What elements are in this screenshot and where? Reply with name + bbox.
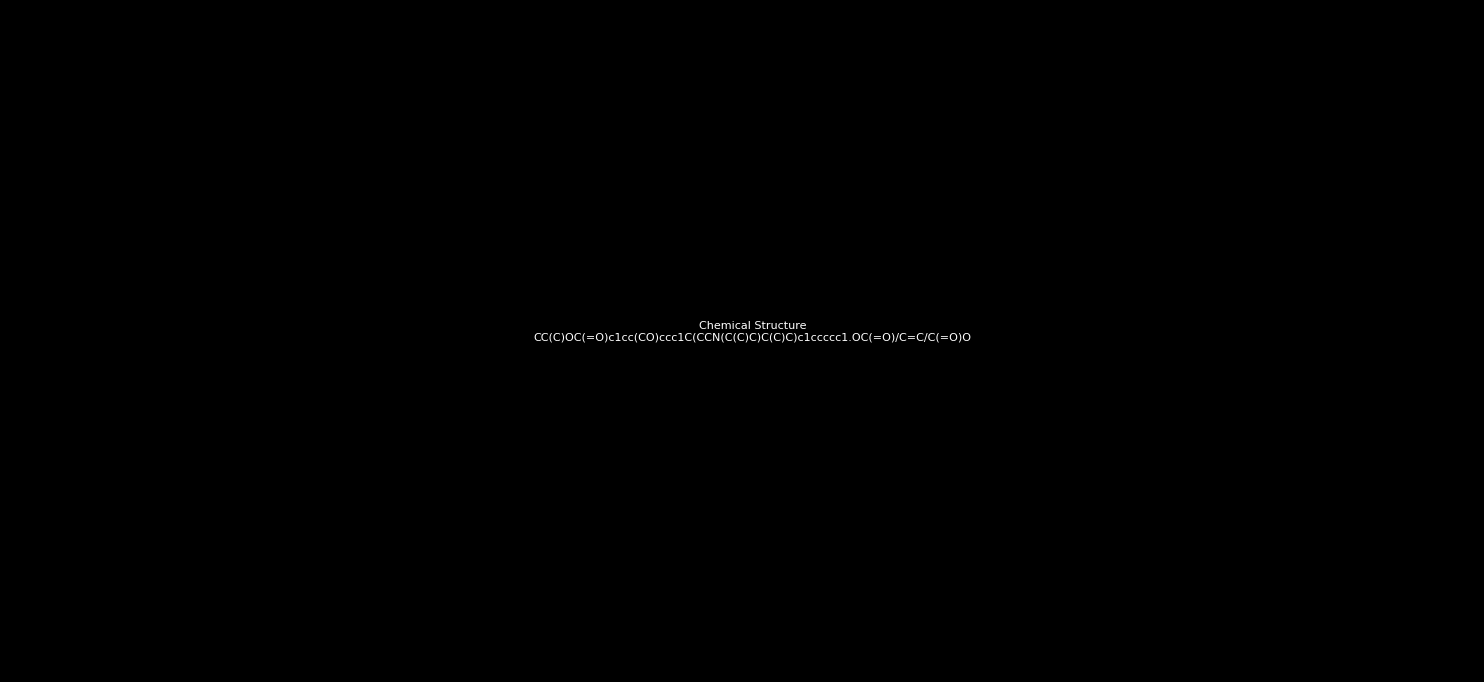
Text: Chemical Structure
CC(C)OC(=O)c1cc(CO)ccc1C(CCN(C(C)C)C(C)C)c1ccccc1.OC(=O)/C=C/: Chemical Structure CC(C)OC(=O)c1cc(CO)cc… xyxy=(533,321,972,342)
